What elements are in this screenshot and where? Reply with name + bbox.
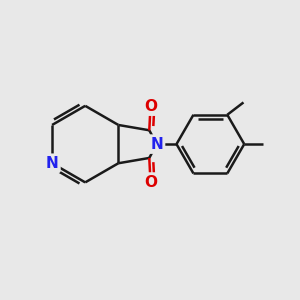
Text: O: O [144, 99, 157, 114]
Text: O: O [144, 175, 157, 190]
Text: N: N [150, 136, 163, 152]
Text: N: N [46, 156, 59, 171]
